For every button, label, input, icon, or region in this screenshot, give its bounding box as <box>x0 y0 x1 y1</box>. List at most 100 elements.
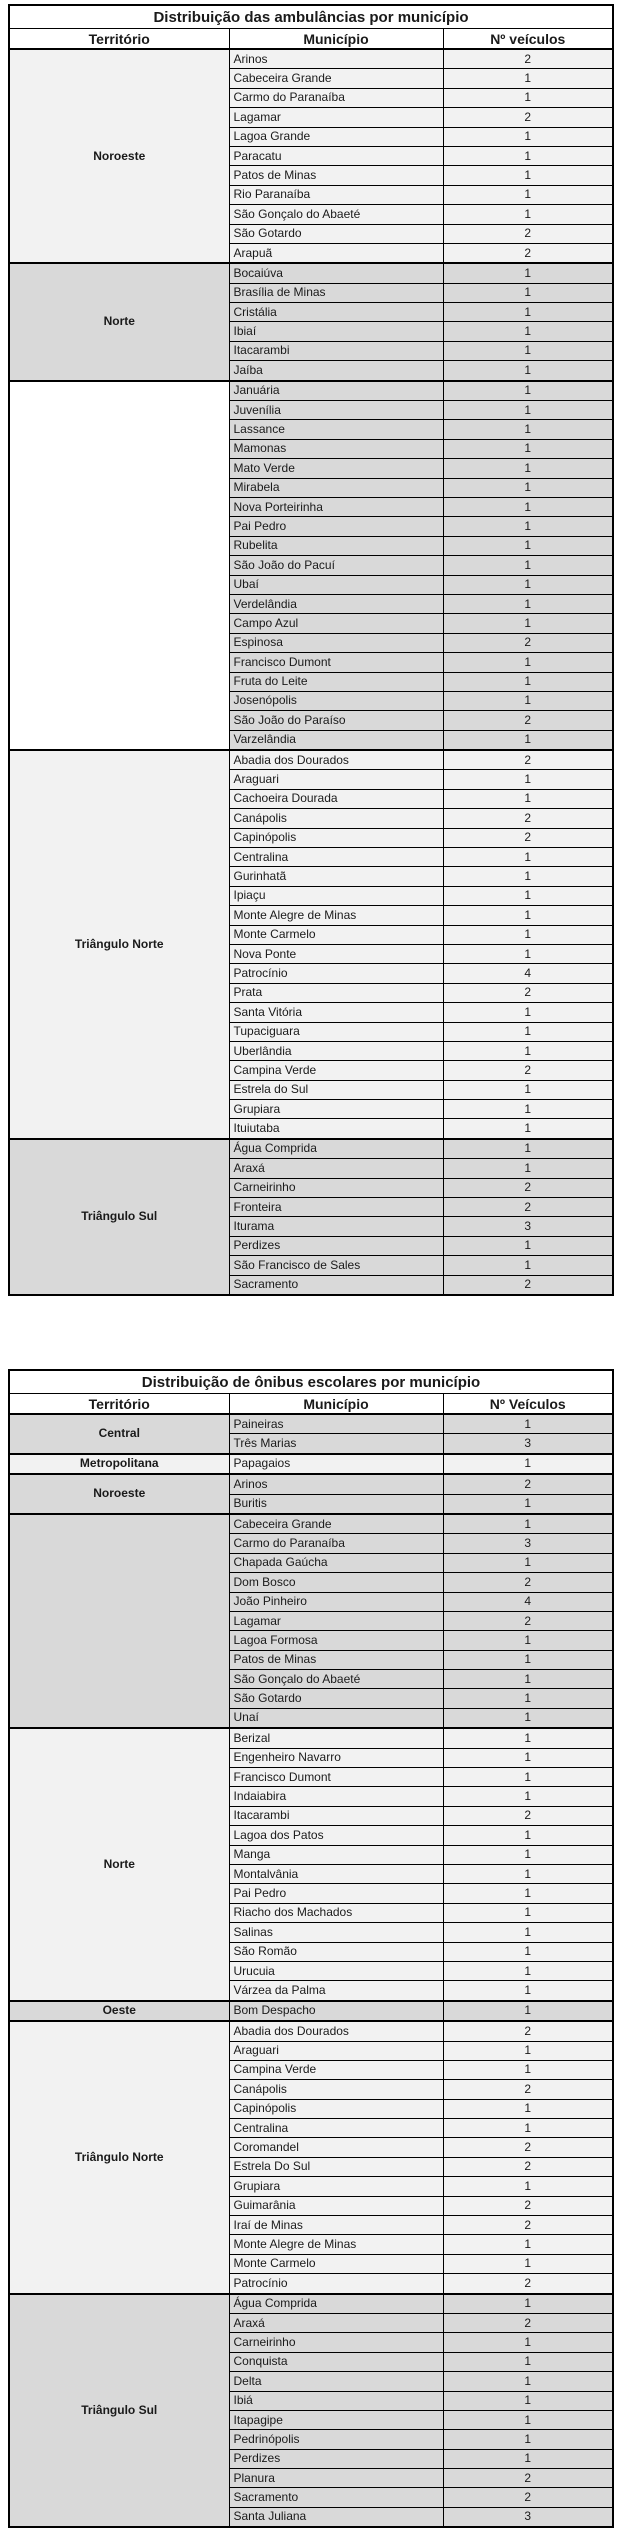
municipality-cell: Sacramento <box>228 2487 444 2508</box>
table-row: Norte Berizal 1 <box>8 1727 614 2002</box>
vehicle-count-cell: 3 <box>442 1216 614 1237</box>
municipality-cell: Prata <box>228 982 444 1004</box>
table-row: Norte Bocaiúva 1 <box>8 262 614 382</box>
municipality-cell: Cabeceira Grande <box>228 68 444 89</box>
table-title: Distribuição de ônibus escolares por mun… <box>8 1369 614 1394</box>
municipality-cell: Carneirinho <box>228 2332 444 2353</box>
municipality-cell: Riacho dos Machados <box>228 1902 444 1924</box>
municipality-cell: Unaí <box>228 1707 444 1729</box>
column-header-vehicle-count: Nº Veículos <box>442 1393 614 1415</box>
vehicle-count-cell: 2 <box>442 2020 614 2042</box>
municipality-cell: Carmo do Paranaíba <box>228 87 444 109</box>
vehicle-count-cell: 1 <box>442 1669 614 1690</box>
table-title-row: Distribuição das ambulâncias por municíp… <box>8 4 614 29</box>
municipality-cell: Grupiara <box>228 2176 444 2197</box>
municipality-cell: Lagoa dos Patos <box>228 1825 444 1846</box>
vehicle-count-cell: 2 <box>442 223 614 244</box>
table-header-row: Território Município Nº veículos <box>8 28 614 50</box>
municipality-cell: Pedrinópolis <box>228 2429 444 2450</box>
vehicle-count-cell: 1 <box>442 2390 614 2411</box>
table-row: Nova Ponte 1 <box>9 943 614 965</box>
municipality-cell: Abadia dos Dourados <box>228 749 444 771</box>
table-row: Triângulo Norte Abadia dos Dourados 2 <box>8 2020 614 2295</box>
municipality-cell: Santa Juliana <box>228 2506 444 2528</box>
territory-cell: Norte <box>8 262 230 382</box>
municipality-cell: Salinas <box>228 1922 444 1943</box>
vehicle-count-cell: 1 <box>442 1512 614 1535</box>
vehicle-count-cell: 1 <box>442 516 614 537</box>
vehicle-count-cell: 1 <box>442 2332 614 2353</box>
vehicle-count-cell: 1 <box>442 340 614 362</box>
vehicle-count-cell: 1 <box>442 438 614 460</box>
vehicle-count-cell: 2 <box>442 107 614 128</box>
vehicle-count-cell: 1 <box>442 1452 614 1475</box>
municipality-cell: Nova Ponte <box>228 943 444 965</box>
municipality-cell: Rio Paranaíba <box>228 184 444 206</box>
vehicle-count-cell: 1 <box>442 1040 614 1062</box>
vehicle-count-cell: 1 <box>442 477 614 498</box>
vehicle-count-cell: 1 <box>442 419 614 440</box>
table-row: João Pinheiro 4 <box>9 1591 614 1612</box>
vehicle-count-cell: 1 <box>442 126 614 147</box>
vehicle-count-cell: 1 <box>442 2118 614 2139</box>
municipality-cell: Campina Verde <box>228 1060 444 1081</box>
vehicle-count-cell: 1 <box>442 2448 614 2470</box>
table-row: Triângulo Norte Abadia dos Dourados 2 <box>8 749 614 1140</box>
vehicle-count-cell: 2 <box>442 2273 614 2295</box>
municipality-cell: Campina Verde <box>228 2059 444 2081</box>
vehicle-count-cell: 2 <box>442 2137 614 2158</box>
vehicle-count-cell: 2 <box>442 1805 614 1827</box>
table-row: Riacho dos Machados 1 <box>9 1902 614 1924</box>
vehicle-count-cell: 1 <box>442 1158 614 1179</box>
table-row: Jaíba 1 <box>9 360 614 382</box>
table-row: Varzelândia 1 <box>9 729 614 751</box>
municipality-cell: Itapagipe <box>228 2409 444 2431</box>
municipality-cell: Monte Carmelo <box>228 924 444 945</box>
table-row: Nova Porteirinha 1 <box>9 496 614 518</box>
table-row: Engenheiro Navarro 1 <box>9 1747 614 1769</box>
municipality-cell: Papagaios <box>228 1452 444 1475</box>
municipality-cell: Francisco Dumont <box>228 1767 444 1788</box>
municipality-cell: Várzea da Palma <box>228 1980 444 2002</box>
table-row: Cachoeira Dourada 1 <box>9 788 614 810</box>
table-header-row: Território Município Nº Veículos <box>8 1393 614 1415</box>
municipality-cell: Indaiabira <box>228 1786 444 1807</box>
vehicle-count-cell: 1 <box>442 1021 614 1042</box>
vehicle-count-cell: 1 <box>442 943 614 965</box>
municipality-cell: Cabeceira Grande <box>228 1512 444 1535</box>
vehicle-count-cell: 1 <box>442 1980 614 2002</box>
table-row: Canápolis 2 <box>9 2079 614 2100</box>
vehicle-count-cell: 2 <box>442 1572 614 1593</box>
municipality-cell: Mamonas <box>228 438 444 460</box>
vehicle-count-cell: 2 <box>442 1177 614 1199</box>
vehicle-count-cell: 1 <box>442 1688 614 1709</box>
municipality-cell: Fronteira <box>228 1197 444 1218</box>
territory-cell <box>8 379 230 751</box>
vehicle-count-cell: 1 <box>442 165 614 186</box>
table-row: Cristália 1 <box>9 302 614 323</box>
municipality-cell: São Gonçalo do Abaeté <box>228 1669 444 1690</box>
table-row: Santa Vitória 1 <box>9 1002 614 1023</box>
municipality-cell: São Gotardo <box>228 1688 444 1709</box>
vehicle-count-cell: 1 <box>442 1922 614 1943</box>
vehicle-count-cell: 2 <box>442 827 614 849</box>
vehicle-count-cell: 2 <box>442 982 614 1004</box>
municipality-cell: São João do Pacuí <box>228 555 444 576</box>
municipality-cell: Guimarânia <box>228 2195 444 2217</box>
municipality-cell: Abadia dos Dourados <box>228 2020 444 2042</box>
table-row: Estrela Do Sul 2 <box>9 2156 614 2178</box>
vehicle-count-cell: 1 <box>442 535 614 557</box>
column-header-territory: Território <box>8 1393 230 1415</box>
municipality-cell: Fruta do Leite <box>228 671 444 692</box>
municipality-cell: São Gotardo <box>228 223 444 244</box>
table-row: Januária 1 <box>8 379 614 751</box>
municipality-cell: Arapuã <box>228 242 444 264</box>
vehicle-count-cell: 1 <box>442 1255 614 1276</box>
vehicle-count-cell: 2 <box>442 632 614 654</box>
vehicle-count-cell: 1 <box>442 690 614 712</box>
vehicle-count-cell: 1 <box>442 1413 614 1435</box>
municipality-cell: Pai Pedro <box>228 1883 444 1904</box>
ambulances-table: Distribuição das ambulâncias por municíp… <box>8 4 615 1296</box>
table-row: Unaí 1 <box>9 1707 614 1729</box>
municipality-cell: Carmo do Paranaíba <box>228 1533 444 1554</box>
